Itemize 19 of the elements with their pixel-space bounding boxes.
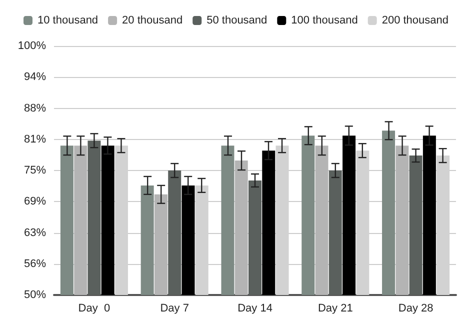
legend-label: 200 thousand [382,14,448,26]
x-tick-label: Day 0 [78,302,110,314]
y-tick-label: 81% [24,133,46,146]
y-tick-label: 94% [24,71,46,84]
legend-label: 100 thousand [291,14,358,26]
y-tick-label: 75% [24,164,46,176]
y-tick-label: 50% [24,289,46,301]
y-tick-label: 63% [24,226,46,239]
x-tick-label: Day 21 [318,302,353,314]
y-tick-label: 69% [24,196,46,208]
x-tick-label: Day 7 [160,302,189,314]
legend-label: 50 thousand [206,14,268,26]
y-tick-label: 100% [18,40,46,52]
y-tick-label: 88% [24,102,46,114]
y-tick-label: 56% [24,258,46,270]
legend-label: 10 thousand [38,14,98,26]
x-tick-label: Day 14 [238,302,272,314]
x-tick-label: Day 28 [398,302,434,314]
legend-label: 20 thousand [122,14,183,26]
